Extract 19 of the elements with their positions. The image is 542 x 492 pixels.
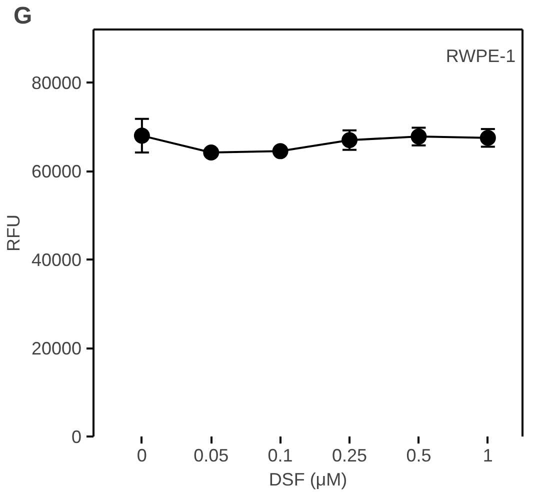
point bbox=[342, 132, 358, 148]
point bbox=[203, 144, 220, 160]
y-axis-title: RFU bbox=[3, 214, 24, 252]
x-tick-label: 0.05 bbox=[194, 446, 229, 466]
y-tick-label: 0 bbox=[71, 427, 82, 447]
x-tick-label: 0.25 bbox=[332, 446, 368, 466]
x-tick-label: 0.5 bbox=[406, 446, 432, 466]
point bbox=[134, 128, 150, 144]
x-axis-title: DSF (μM) bbox=[268, 470, 348, 490]
x-tick-label: 1 bbox=[482, 446, 493, 466]
y-tick-label: 40000 bbox=[31, 250, 82, 270]
point bbox=[272, 143, 288, 160]
chart-title: G bbox=[14, 2, 32, 30]
x-tick-label: 0.1 bbox=[268, 446, 293, 466]
y-tick-label: 80000 bbox=[31, 73, 82, 94]
y-tick-label: 60000 bbox=[31, 162, 82, 182]
x-tick-label: 0 bbox=[136, 446, 147, 466]
y-tick-label: 20000 bbox=[31, 338, 82, 359]
annotation: RWPE-1 bbox=[446, 46, 516, 66]
